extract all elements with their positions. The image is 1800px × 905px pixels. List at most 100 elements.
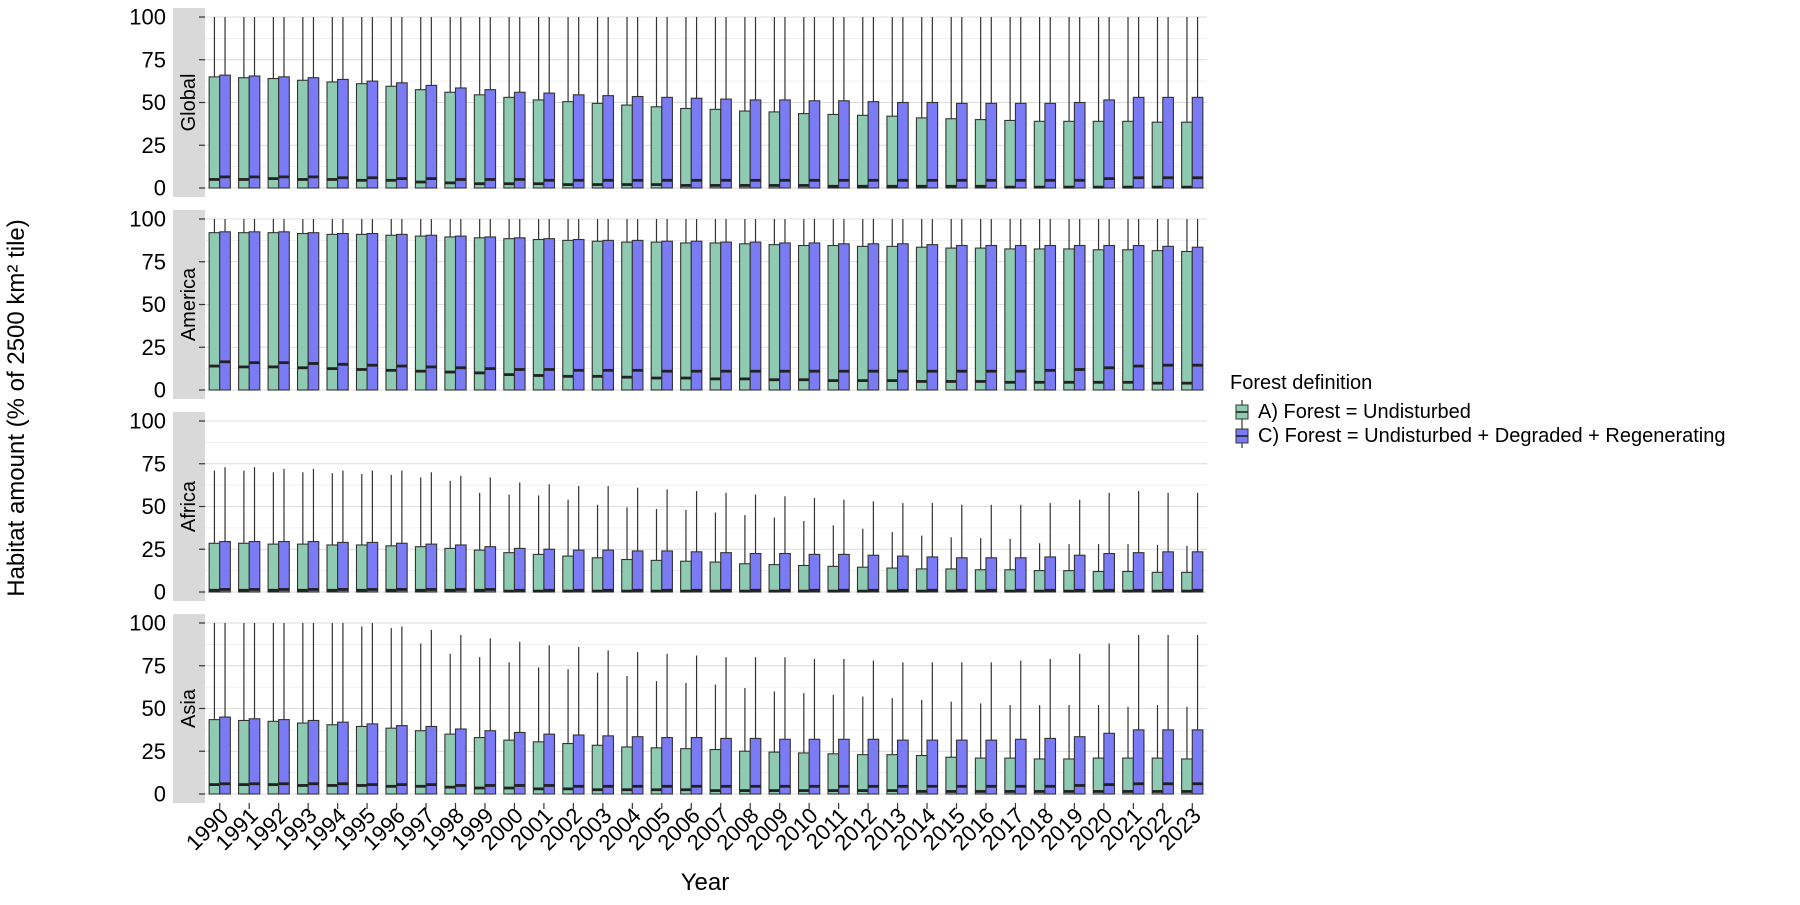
box-a (856, 114, 869, 189)
box-c (396, 542, 408, 593)
box-a (1092, 570, 1105, 593)
box-a (1004, 569, 1016, 593)
box-c (779, 99, 791, 189)
box-c (985, 244, 998, 391)
box-c (631, 550, 644, 593)
box-c (337, 541, 349, 593)
box-a (503, 739, 515, 795)
box-c (838, 738, 850, 795)
box-a (827, 565, 840, 593)
y-tick-label: 0 (154, 378, 166, 403)
box-c (602, 735, 615, 795)
facet-panel-america: America 0 25 50 75 100 (129, 207, 1207, 403)
box-c (690, 737, 703, 795)
box-c (1132, 729, 1145, 795)
box-c (720, 241, 732, 391)
box-a (1151, 757, 1164, 795)
box-a (326, 544, 339, 593)
box-c (307, 232, 320, 391)
box-a (1151, 121, 1164, 189)
box-a (385, 727, 398, 795)
box-c (484, 546, 497, 593)
box-c (1162, 96, 1174, 189)
box-c (543, 92, 556, 189)
box-a (562, 555, 574, 593)
box-c (985, 557, 998, 593)
y-tick-label: 0 (154, 176, 166, 201)
box-a (739, 243, 751, 391)
box-c (690, 240, 703, 391)
box-c (926, 101, 939, 189)
box-c (278, 541, 290, 593)
box-c (396, 233, 408, 391)
box-c (219, 541, 231, 593)
box-c (454, 235, 467, 391)
box-a (562, 239, 574, 391)
box-a (444, 733, 457, 795)
box-a (591, 557, 604, 593)
box-c (631, 95, 644, 189)
box-a (1122, 249, 1134, 391)
box-a (621, 104, 633, 189)
box-a (562, 101, 574, 189)
box-a (1063, 758, 1075, 795)
box-a (1063, 248, 1075, 391)
box-a (296, 722, 309, 795)
box-a (827, 753, 840, 795)
box-c (366, 723, 379, 795)
box-a (473, 94, 486, 189)
box-a (768, 751, 781, 795)
box-c (779, 738, 791, 795)
box-a (238, 77, 250, 189)
y-tick-label: 75 (142, 47, 166, 72)
box-a (591, 102, 604, 189)
box-c (867, 738, 880, 795)
box-c (720, 737, 732, 795)
y-tick-label: 100 (129, 611, 166, 636)
box-c (1132, 244, 1145, 391)
box-a (768, 244, 781, 391)
box-a (1122, 120, 1134, 189)
y-tick-label: 50 (142, 696, 166, 721)
box-c (720, 552, 732, 593)
y-tick-label: 50 (142, 494, 166, 519)
box-c (219, 716, 231, 795)
box-c (425, 234, 438, 391)
box-a (238, 719, 250, 795)
box-a (739, 563, 751, 593)
box-c (454, 728, 467, 795)
box-a (974, 757, 987, 795)
box-a (680, 748, 692, 795)
box-a (503, 552, 515, 593)
box-c (425, 543, 438, 593)
box-c (1162, 551, 1174, 593)
box-c (366, 80, 379, 189)
box-a (709, 748, 722, 795)
box-a (444, 236, 457, 391)
box-a (709, 108, 722, 189)
y-tick-label: 75 (142, 451, 166, 476)
box-c (366, 541, 379, 593)
box-a (680, 107, 692, 189)
facet-strip-label: Africa (178, 480, 200, 532)
box-c (1073, 736, 1086, 795)
box-c (926, 244, 939, 391)
box-c (955, 102, 968, 189)
box-c (572, 94, 585, 189)
box-c (1073, 101, 1086, 189)
box-a (208, 76, 221, 189)
box-c (690, 551, 703, 593)
box-a (886, 567, 899, 593)
x-axis: 1990199119921993199419951996199719981999… (181, 803, 1206, 855)
box-c (425, 84, 438, 189)
box-a (650, 241, 663, 391)
box-c (779, 242, 791, 391)
box-c (690, 97, 703, 189)
box-c (278, 719, 290, 795)
box-c (808, 100, 821, 189)
box-a (915, 117, 928, 189)
box-a (355, 233, 368, 391)
box-a (326, 81, 339, 189)
box-a (444, 547, 457, 593)
